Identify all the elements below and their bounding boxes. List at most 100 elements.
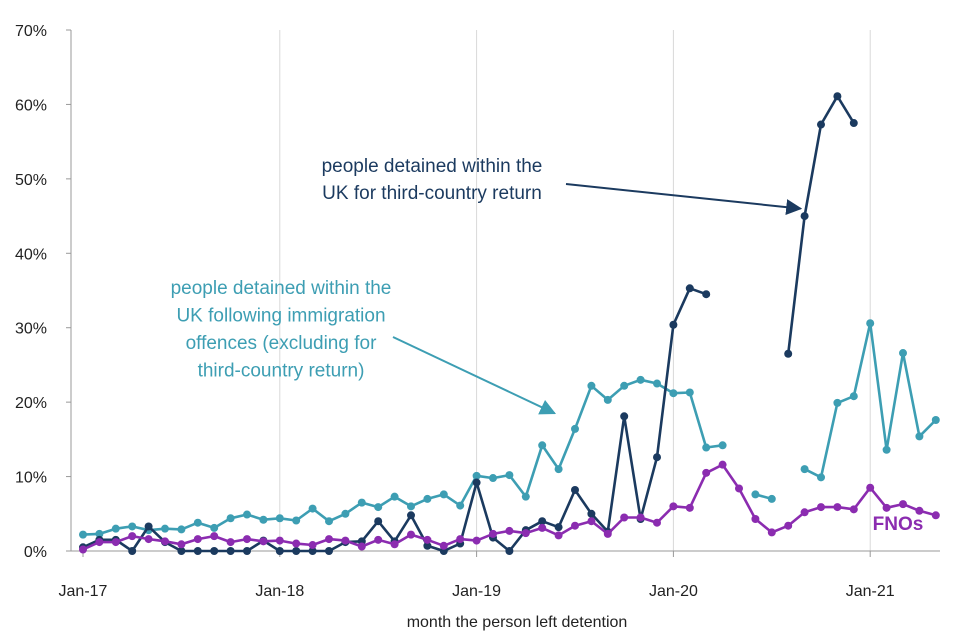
data-point (275, 547, 284, 555)
data-point (931, 511, 940, 520)
data-point (784, 349, 793, 358)
data-point (767, 528, 776, 537)
data-point (833, 398, 842, 407)
data-point (325, 547, 333, 555)
data-point (128, 532, 137, 541)
y-tick-label: 30% (15, 321, 47, 338)
data-point (587, 381, 596, 390)
data-point (308, 547, 317, 555)
gridlines (279, 30, 871, 551)
y-tick-label: 70% (15, 23, 47, 40)
data-point (849, 505, 858, 514)
data-point (79, 530, 87, 539)
data-point (390, 492, 399, 501)
data-point (357, 542, 366, 551)
data-point (308, 504, 317, 513)
annotation-text: people detained within the (322, 156, 543, 177)
y-axis-ticks: 0% 10% 20% 30% 40% 50% 60% 70% (15, 23, 71, 561)
data-point (702, 290, 711, 299)
data-point (259, 537, 268, 546)
data-point (800, 465, 809, 474)
data-point (554, 465, 563, 474)
data-point (325, 517, 333, 526)
data-point (243, 510, 251, 519)
data-point (653, 453, 661, 462)
y-tick-label: 10% (15, 470, 47, 487)
data-point (735, 484, 743, 493)
annotation-arrow (392, 336, 557, 415)
x-tick-label: Jan-18 (255, 583, 304, 600)
data-point (226, 514, 235, 523)
data-point (554, 523, 563, 532)
data-point (439, 490, 448, 499)
data-point (243, 535, 251, 544)
data-point (292, 547, 301, 555)
data-point (817, 120, 825, 129)
y-tick-label: 60% (15, 97, 47, 114)
x-axis-ticks: Jan-17 Jan-18 Jan-19 Jan-20 Jan-21 (59, 551, 895, 600)
data-point (587, 517, 596, 526)
y-tick-label: 50% (15, 172, 47, 189)
data-point (800, 212, 809, 221)
data-point (144, 535, 153, 544)
x-tick-label: Jan-20 (649, 583, 698, 600)
data-point (325, 535, 333, 544)
data-point (210, 532, 219, 541)
data-point (603, 395, 612, 404)
data-point (751, 490, 760, 499)
data-point (439, 541, 448, 550)
data-point (390, 540, 399, 549)
data-point (128, 547, 137, 555)
annotation-arrow (565, 183, 803, 216)
data-point (177, 525, 186, 534)
data-point (538, 441, 547, 450)
data-point (718, 441, 727, 450)
data-point (571, 424, 579, 433)
data-point (193, 547, 202, 555)
data-point (210, 523, 219, 532)
data-point (472, 536, 481, 545)
x-axis-title: month the person left detention (407, 614, 628, 631)
y-tick-label: 20% (15, 395, 47, 412)
data-point (571, 485, 579, 494)
data-point (636, 513, 645, 522)
series-2 (79, 460, 940, 554)
data-point (849, 119, 858, 128)
data-point (931, 416, 940, 425)
data-point (849, 392, 858, 401)
data-point (292, 539, 301, 548)
data-point (882, 445, 891, 454)
data-point (374, 517, 383, 526)
series-0 (79, 319, 940, 539)
data-point (620, 412, 629, 421)
data-point (456, 535, 465, 544)
data-point (653, 379, 661, 388)
data-point (243, 547, 251, 555)
data-point (521, 529, 530, 538)
data-point (784, 521, 793, 530)
x-tick-label: Jan-17 (59, 583, 108, 600)
data-point (374, 503, 383, 512)
x-tick-label: Jan-19 (452, 583, 501, 600)
data-point (341, 509, 350, 518)
data-point (423, 494, 432, 503)
data-point (193, 518, 202, 527)
data-point (423, 541, 432, 550)
data-point (128, 522, 137, 531)
data-point (423, 535, 432, 544)
data-point (111, 538, 120, 547)
annotation-layer: people detained within the UK for third-c… (171, 156, 924, 535)
data-point (685, 388, 694, 397)
series-line (786, 94, 855, 354)
data-point (669, 502, 678, 511)
data-point (554, 531, 563, 540)
data-point (817, 473, 825, 482)
data-point (669, 389, 678, 398)
data-point (472, 478, 481, 487)
data-point (193, 535, 202, 544)
annotation-text: FNOs (873, 514, 924, 535)
data-point (702, 468, 711, 477)
data-point (833, 92, 842, 101)
data-point (817, 503, 825, 512)
